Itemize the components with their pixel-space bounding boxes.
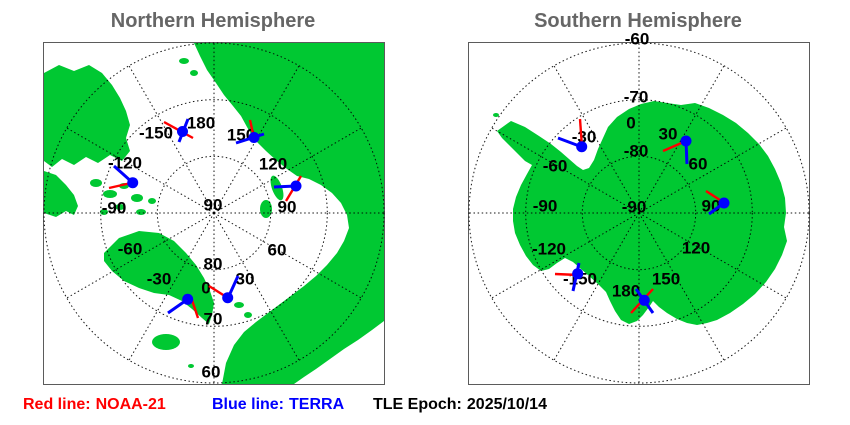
graticule-label: -30: [572, 128, 597, 147]
graticule-label: 150: [652, 270, 680, 289]
graticule-label: 60: [202, 363, 221, 382]
antarctic-island: [493, 113, 499, 117]
tle-epoch-date: 2025/10/14: [466, 396, 547, 413]
latitude-circle: [468, 42, 810, 384]
tle-epoch: TLE Epoch: 2025/10/14: [373, 396, 547, 414]
satellite-position-dot: [182, 293, 194, 305]
graticule-label: 0: [626, 114, 635, 133]
graticule-label: 30: [236, 270, 255, 289]
graticule-label: -90: [622, 198, 647, 217]
graticule-label: -60: [625, 30, 650, 49]
graticule-label: 180: [612, 282, 640, 301]
satellite-position-dot: [576, 141, 588, 153]
legend-terra: Blue line: TERRA: [212, 396, 344, 414]
graticule-label: -150: [139, 124, 173, 143]
legend-blue-satellite: TERRA: [289, 396, 345, 413]
graticule-label: 180: [187, 114, 215, 133]
landmass-canada-coast: [44, 171, 78, 217]
legend-red-satellite: NOAA-21: [95, 396, 166, 413]
south-landmasses: [493, 101, 787, 325]
legend-blue-label: Blue line:: [212, 396, 285, 413]
graticule-label: -120: [532, 240, 566, 259]
graticule-label: -60: [543, 157, 568, 176]
graticule-label: -90: [102, 199, 127, 218]
satellite-position-dot: [680, 135, 692, 147]
graticule-label: -60: [118, 240, 143, 259]
north-graticule-and-tracks: 180-150 150-120 120-90 90-60 60-30 3009080706…: [43, 42, 385, 384]
graticule-label: 60: [689, 155, 708, 174]
graticule-label: 70: [204, 310, 223, 329]
satellite-position-dot: [638, 294, 650, 306]
north-map-title: Northern Hemisphere: [110, 10, 316, 32]
graticule-label: 0: [201, 279, 210, 298]
landmass-iceland: [152, 334, 180, 350]
landmass-antarctica: [497, 101, 787, 325]
graticule-label: -30: [147, 270, 172, 289]
latitude-circle: [156, 155, 272, 271]
graticule-label: 60: [268, 241, 287, 260]
latitude-circle: [525, 99, 753, 327]
graticule-label: 120: [682, 239, 710, 258]
graticule-label: 90: [204, 196, 223, 215]
tle-epoch-label: TLE Epoch:: [373, 396, 462, 413]
landmass-eurasia: [194, 43, 384, 384]
graticule-label: -120: [108, 154, 142, 173]
satellite-position-dot: [572, 268, 584, 280]
legend-noaa21: Red line: NOAA-21: [23, 396, 166, 414]
satellite-position-dot: [127, 177, 139, 189]
legend-red-label: Red line:: [23, 396, 91, 413]
graticule-label: -90: [533, 197, 558, 216]
graticule-label: -80: [624, 142, 649, 161]
south-map-title: Southern Hemisphere: [534, 10, 742, 32]
graticule-label: 90: [278, 198, 297, 217]
latitude-circle: [43, 42, 385, 384]
graticule-label: 30: [659, 125, 678, 144]
satellite-position-dot: [718, 197, 730, 209]
satellite-position-dot: [248, 132, 260, 143]
north-hemisphere-map: 180 -150 150 -120 120 -90 90 -60 60 -30 30 0 90 80 70 6…: [43, 42, 385, 385]
latitude-circle: [581, 155, 697, 271]
satellite-position-dot: [290, 180, 302, 192]
latitude-circle: [100, 99, 328, 327]
south-hemisphere-map: 0 30 60 90 120 150 180 -150 -120 -90 -60 -30 -60 -70-…: [468, 30, 810, 385]
graticule-label: 120: [259, 155, 287, 174]
satellite-position-dot: [177, 126, 188, 137]
satellite-position-dot: [222, 292, 234, 304]
landmass-alaska-chukotka: [44, 65, 130, 167]
south-graticule-and-tracks: 0306090120150180-150-120-90-60-30-60-70-…: [468, 30, 810, 384]
graticule-label: -70: [624, 88, 649, 107]
graticule-label: 80: [204, 255, 223, 274]
